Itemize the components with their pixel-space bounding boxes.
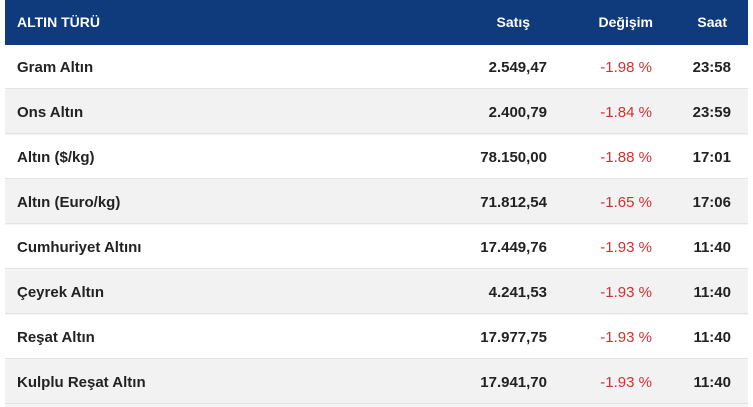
sell-price: 78.150,00 [480,149,547,166]
sell-price: 4.241,53 [488,284,547,301]
sell-price: 71.812,54 [480,194,547,211]
table-row[interactable]: Altın ($/kg) 78.150,00 -1.88 % 17:01 [5,135,748,179]
gold-type-name[interactable]: Gram Altın [17,59,94,76]
update-time: 23:58 [692,59,731,76]
gold-type-name[interactable]: Kulplu Reşat Altın [17,374,146,391]
change-percent: -1.65 % [600,194,652,211]
gold-type-name[interactable]: Ons Altın [17,104,84,121]
table-row[interactable]: Çeyrek Altın 4.241,53 -1.93 % 11:40 [5,270,748,314]
table-header: ALTIN TÜRÜ Satış Değişim Saat [5,0,748,45]
update-time: 11:40 [693,239,731,256]
gold-type-name[interactable]: Cumhuriyet Altını [17,239,142,256]
column-header-price[interactable]: Satış [496,14,530,30]
table-row[interactable]: Cumhuriyet Altını 17.449,76 -1.93 % 11:4… [5,225,748,269]
gold-type-name[interactable]: Altın (Euro/kg) [17,194,121,211]
gold-type-name[interactable]: Altın ($/kg) [17,149,95,166]
gold-type-name[interactable]: Reşat Altın [17,329,95,346]
update-time: 17:06 [692,194,731,211]
update-time: 11:40 [693,329,731,346]
table-row[interactable]: Altın (Euro/kg) 71.812,54 -1.65 % 17:06 [5,180,748,224]
change-percent: -1.93 % [600,329,652,346]
change-percent: -1.93 % [600,374,652,391]
update-time: 11:40 [693,374,731,391]
sell-price: 17.977,75 [480,329,547,346]
change-percent: -1.84 % [600,104,652,121]
table-row[interactable]: Gram Altın 2.549,47 -1.98 % 23:58 [5,45,748,89]
change-percent: -1.93 % [600,239,652,256]
sell-price: 17.449,76 [480,239,547,256]
column-header-type[interactable]: ALTIN TÜRÜ [17,14,100,30]
table-row[interactable]: Kulplu Reşat Altın 17.941,70 -1.93 % 11:… [5,360,748,404]
change-percent: -1.93 % [600,284,652,301]
change-percent: -1.98 % [600,59,652,76]
gold-type-name[interactable]: Çeyrek Altın [17,284,104,301]
gold-prices-table: ALTIN TÜRÜ Satış Değişim Saat Gram Altın… [5,0,748,407]
change-percent: -1.88 % [600,149,652,166]
column-header-time[interactable]: Saat [697,14,727,30]
sell-price: 2.400,79 [488,104,547,121]
sell-price: 2.549,47 [488,59,547,76]
table-row[interactable]: Ons Altın 2.400,79 -1.84 % 23:59 [5,90,748,134]
column-header-change[interactable]: Değişim [598,14,653,30]
update-time: 17:01 [692,149,731,166]
update-time: 11:40 [693,284,731,301]
update-time: 23:59 [692,104,731,121]
table-row[interactable]: Reşat Altın 17.977,75 -1.93 % 11:40 [5,315,748,359]
sell-price: 17.941,70 [480,374,547,391]
